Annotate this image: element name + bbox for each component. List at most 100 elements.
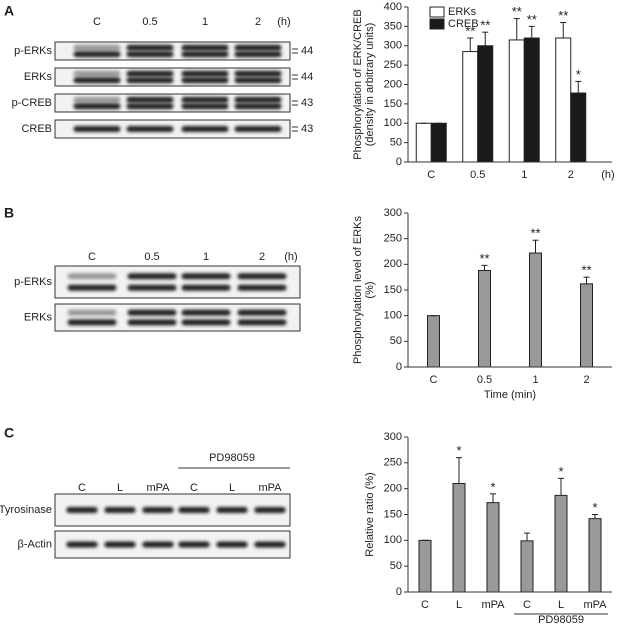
- x-tick-label: 0.5: [470, 169, 485, 181]
- y-tick-label: 300: [384, 40, 402, 52]
- bar: [508, 39, 525, 163]
- panel-letter: C: [4, 425, 14, 441]
- y-tick-label: 250: [384, 233, 402, 245]
- band: [237, 319, 287, 326]
- band: [126, 96, 174, 103]
- mw-label: 43: [301, 123, 313, 135]
- y-tick-label: 150: [384, 508, 402, 520]
- significance: **: [479, 251, 489, 266]
- lane-label: 0.5: [142, 16, 157, 28]
- y-tick-label: 250: [384, 59, 402, 71]
- band: [67, 273, 117, 280]
- legend-label: ERKs: [448, 6, 477, 18]
- band: [73, 44, 121, 51]
- band: [178, 507, 210, 513]
- y-axis-label: Phosphorylation of ERK/CREB: [352, 9, 364, 159]
- panel-letter: B: [4, 205, 14, 221]
- significance: **: [558, 8, 568, 23]
- group-label: PD98059: [538, 614, 584, 624]
- band: [73, 51, 121, 58]
- significance: *: [576, 67, 581, 82]
- y-tick-label: 50: [390, 335, 402, 347]
- bar: [555, 37, 572, 163]
- blot-box: [54, 41, 291, 61]
- band: [234, 103, 282, 110]
- band: [237, 309, 287, 316]
- band: [216, 507, 248, 513]
- x-tick-label: L: [558, 599, 564, 611]
- bar: [478, 269, 491, 368]
- significance: *: [456, 443, 461, 458]
- bar: [477, 45, 494, 163]
- blot-box: [54, 303, 301, 332]
- lane-label: C: [88, 251, 96, 263]
- band: [126, 103, 174, 110]
- y-tick-label: 50: [390, 137, 402, 149]
- bar: [418, 539, 432, 593]
- band: [73, 70, 121, 77]
- band: [126, 51, 174, 58]
- y-tick-label: 300: [384, 431, 402, 443]
- significance: *: [490, 479, 495, 494]
- lane-label: C: [93, 16, 101, 28]
- y-axis-label: (density in arbitrary units): [364, 23, 376, 147]
- band: [127, 319, 177, 326]
- x-tick-label: C: [430, 374, 438, 386]
- y-tick-label: 250: [384, 457, 402, 469]
- x-tick-label: 1: [521, 169, 527, 181]
- blot-box: [54, 93, 291, 113]
- band: [73, 96, 121, 103]
- bar: [520, 540, 534, 593]
- lane-label: mPA: [146, 482, 170, 494]
- band: [73, 126, 121, 132]
- y-tick-label: 300: [384, 207, 402, 219]
- y-tick-label: 50: [390, 560, 402, 572]
- y-tick-label: 0: [396, 156, 402, 168]
- band: [234, 126, 282, 132]
- bar: [462, 51, 479, 163]
- band: [127, 284, 177, 291]
- lane-label: 1: [202, 16, 208, 28]
- row-label: ERKs: [24, 71, 53, 83]
- x-tick-label: 0.5: [477, 374, 492, 386]
- y-tick-label: 400: [384, 1, 402, 13]
- band: [234, 51, 282, 58]
- lane-label: 0.5: [144, 251, 159, 263]
- x-tick-label: 2: [583, 374, 589, 386]
- band: [181, 126, 229, 132]
- significance: **: [465, 23, 475, 38]
- y-tick-label: 100: [384, 534, 402, 546]
- bar: [430, 122, 447, 163]
- significance: **: [530, 226, 540, 241]
- mw-label: 44: [301, 71, 313, 83]
- lane-label: C: [78, 482, 86, 494]
- legend-swatch: [429, 6, 445, 18]
- row-label: ERKs: [24, 311, 53, 323]
- band: [126, 44, 174, 51]
- band: [254, 507, 286, 513]
- significance: **: [512, 4, 522, 19]
- bar: [452, 483, 466, 593]
- bar: [415, 122, 432, 163]
- band: [142, 507, 174, 513]
- x-tick-label: 2: [568, 169, 574, 181]
- band: [181, 77, 229, 84]
- lane-label: C: [190, 482, 198, 494]
- band: [234, 44, 282, 51]
- y-tick-label: 200: [384, 483, 402, 495]
- band: [181, 103, 229, 110]
- band: [126, 77, 174, 84]
- significance: **: [527, 12, 537, 27]
- significance: **: [581, 263, 591, 278]
- row-label: p-ERKs: [14, 45, 52, 57]
- bar: [580, 283, 593, 368]
- x-tick-label: mPA: [481, 599, 505, 611]
- band: [234, 77, 282, 84]
- bar: [486, 502, 500, 593]
- lane-label: 2: [259, 251, 265, 263]
- bar: [427, 315, 440, 368]
- bar: [529, 252, 542, 368]
- band: [67, 309, 117, 316]
- mw-label: 44: [301, 45, 313, 57]
